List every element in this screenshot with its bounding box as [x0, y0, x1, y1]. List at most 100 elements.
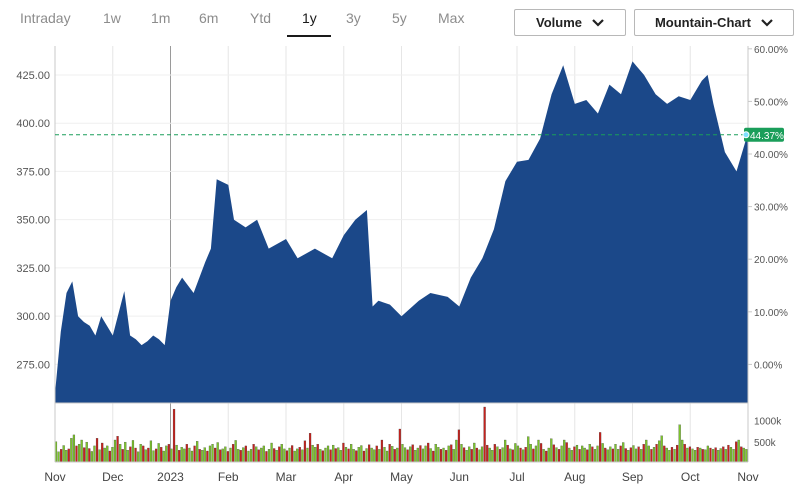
volume-bar	[403, 447, 407, 463]
reference-line: 44.37%	[55, 127, 784, 142]
volume-bar	[308, 433, 312, 463]
volume-bar	[416, 447, 419, 463]
active-tab-underline	[287, 35, 331, 37]
volume-bar	[339, 450, 342, 463]
current-price-dot	[742, 131, 750, 139]
volume-bar	[208, 445, 212, 463]
volume-bar	[270, 442, 273, 463]
volume-bar	[334, 448, 337, 463]
volume-bar	[231, 444, 235, 463]
volume-bar	[727, 444, 730, 463]
x-tick-label: Jul	[509, 470, 524, 484]
volume-bar	[275, 450, 278, 463]
volume-bar	[283, 448, 286, 463]
tab-5y[interactable]: 5y	[392, 10, 407, 26]
volume-bar	[88, 448, 91, 463]
volume-bar	[344, 447, 348, 463]
volume-bar	[175, 444, 178, 463]
volume-bar	[601, 443, 604, 463]
y-tick-label: 375.00	[16, 166, 50, 178]
chart-type-dropdown-label: Mountain-Chart	[654, 15, 752, 30]
pct-tick-label: 30.00%	[754, 203, 788, 214]
volume-bar	[493, 444, 496, 463]
volume-bar	[419, 445, 422, 463]
volume-bar	[385, 450, 389, 463]
volume-bar	[121, 449, 124, 463]
volume-bar	[124, 441, 127, 463]
volume-bar	[90, 451, 93, 463]
tab-1w[interactable]: 1w	[103, 10, 121, 26]
volume-bar	[565, 442, 568, 463]
volume-bar	[72, 434, 76, 463]
pct-tick-label: 20.00%	[754, 255, 788, 266]
volume-bar	[527, 436, 530, 463]
volume-bar	[414, 450, 417, 463]
volume-bar	[688, 446, 692, 463]
volume-bar	[303, 440, 307, 463]
volume-bar	[280, 444, 283, 463]
volume-bar	[745, 449, 748, 463]
volume-bar	[742, 447, 745, 463]
volume-bar	[647, 445, 650, 463]
volume-bar	[319, 449, 322, 463]
volume-bar	[234, 440, 237, 463]
volume-bar	[77, 444, 81, 463]
volume-bar	[80, 439, 83, 463]
volume-bar	[291, 445, 294, 463]
volume-bar	[424, 445, 427, 463]
x-tick-label: Oct	[681, 470, 700, 484]
volume-bar	[629, 447, 632, 463]
volume-bar	[465, 450, 468, 463]
volume-bar	[547, 447, 550, 463]
x-tick-label: Sep	[622, 470, 644, 484]
tab-3y[interactable]: 3y	[346, 10, 361, 26]
chart-type-dropdown[interactable]: Mountain-Chart	[634, 9, 794, 36]
volume-bar	[265, 451, 268, 463]
volume-bar	[360, 445, 363, 463]
volume-bar	[563, 439, 566, 463]
volume-bar	[224, 446, 227, 463]
tab-1m[interactable]: 1m	[151, 10, 171, 26]
volume-bar	[634, 448, 638, 463]
volume-bar	[244, 445, 247, 463]
volume-bar	[650, 449, 653, 463]
volume-bar	[504, 439, 507, 463]
volume-bar	[167, 444, 170, 463]
volume-bar	[398, 428, 401, 463]
tab-ytd[interactable]: Ytd	[250, 10, 272, 26]
volume-bar	[583, 447, 586, 463]
volume-bar	[652, 447, 656, 463]
volume-bar	[570, 450, 573, 463]
volume-bar	[342, 442, 345, 463]
volume-bar	[632, 445, 635, 463]
volume-bar	[691, 448, 694, 463]
volume-bar	[511, 449, 514, 463]
volume-bar	[368, 444, 371, 463]
volume-bar	[545, 450, 548, 463]
volume-bar	[103, 447, 106, 463]
tab-6m[interactable]: 6m	[199, 10, 219, 26]
volume-bar	[616, 449, 620, 463]
tab-max[interactable]: Max	[438, 10, 465, 26]
volume-dropdown[interactable]: Volume	[514, 9, 626, 36]
volume-bar	[75, 445, 78, 463]
volume-bar	[709, 447, 712, 463]
volume-bar	[670, 447, 674, 463]
volume-bar	[586, 449, 589, 463]
axis-labels: 275.00 300.00 325.00 350.00 375.00 400.00 425.…	[16, 45, 788, 484]
volume-tick-label: 1000k	[754, 417, 782, 428]
volume-bar	[411, 444, 414, 463]
volume-bar	[116, 436, 119, 463]
volume-bar	[665, 447, 668, 463]
volume-bar	[347, 448, 350, 463]
volume-bar	[660, 435, 663, 463]
volume-bar	[706, 445, 709, 463]
volume-bar	[393, 449, 396, 463]
volume-bar	[401, 444, 404, 463]
tab-1y[interactable]: 1y	[302, 10, 317, 26]
volume-bar	[491, 450, 494, 463]
tab-intraday[interactable]: Intraday	[20, 10, 71, 26]
volume-bar	[678, 424, 681, 463]
volume-bar	[101, 442, 104, 463]
volume-bar	[380, 439, 384, 463]
